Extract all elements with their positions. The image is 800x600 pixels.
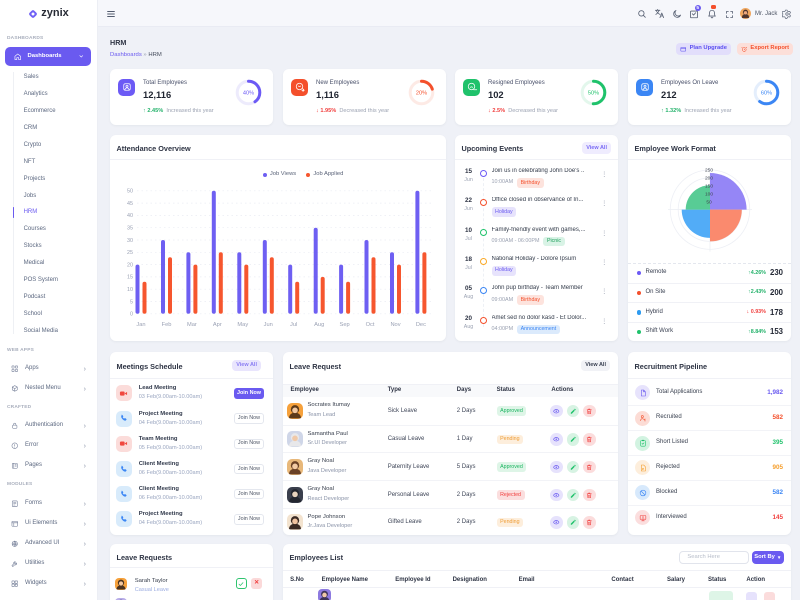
svg-text:Sep: Sep — [340, 322, 350, 328]
svg-text:Dec: Dec — [416, 322, 426, 328]
svg-text:40%: 40% — [243, 91, 254, 97]
svg-text:40: 40 — [127, 213, 133, 219]
svg-text:Apr: Apr — [213, 322, 222, 328]
svg-text:250: 250 — [705, 168, 713, 174]
svg-text:35: 35 — [127, 226, 133, 232]
svg-text:60%: 60% — [761, 91, 772, 97]
svg-text:150: 150 — [705, 184, 713, 190]
svg-text:20%: 20% — [416, 91, 427, 97]
svg-text:Feb: Feb — [162, 322, 172, 328]
svg-text:100: 100 — [705, 192, 713, 198]
svg-text:25: 25 — [127, 250, 133, 256]
svg-text:45: 45 — [127, 201, 133, 207]
svg-text:50: 50 — [706, 199, 712, 205]
svg-text:Aug: Aug — [314, 322, 324, 328]
svg-text:30: 30 — [127, 238, 133, 244]
svg-text:15: 15 — [127, 275, 133, 281]
svg-text:50: 50 — [127, 189, 133, 195]
svg-text:200: 200 — [705, 176, 713, 182]
svg-text:20: 20 — [127, 262, 133, 268]
svg-text:Nov: Nov — [390, 322, 400, 328]
svg-text:Jul: Jul — [290, 322, 297, 328]
svg-text:Jan: Jan — [136, 322, 145, 328]
svg-text:5: 5 — [130, 299, 133, 305]
svg-text:May: May — [237, 322, 248, 328]
svg-text:Jun: Jun — [264, 322, 273, 328]
svg-text:10: 10 — [127, 287, 133, 293]
svg-text:Oct: Oct — [366, 322, 375, 328]
svg-text:0: 0 — [130, 312, 133, 318]
svg-text:Mar: Mar — [187, 322, 197, 328]
svg-text:50%: 50% — [588, 91, 599, 97]
